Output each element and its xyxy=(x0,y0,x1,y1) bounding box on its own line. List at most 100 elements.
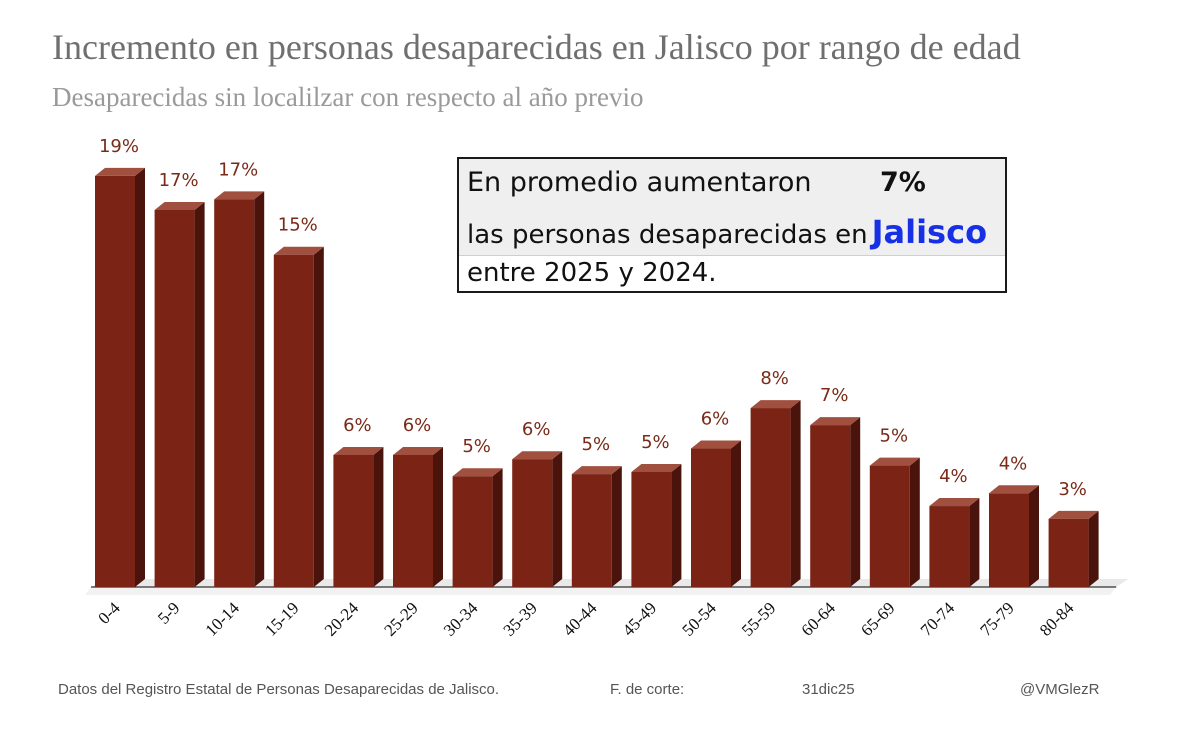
bar-0-4 xyxy=(95,175,135,587)
data-label-0-4: 19% xyxy=(99,136,139,157)
data-label-10-14: 17% xyxy=(218,159,258,180)
x-tick-5-9: 5-9 xyxy=(154,598,183,627)
summary-text-2: las personas desaparecidas en xyxy=(467,220,868,250)
footer-credit: @VMGlezR xyxy=(1020,681,1100,698)
data-label-45-49: 5% xyxy=(641,432,670,453)
bar-80-84 xyxy=(1048,518,1089,587)
x-tick-10-14: 10-14 xyxy=(202,598,244,640)
bar-side-80-84 xyxy=(1088,510,1099,587)
x-tick-50-54: 50-54 xyxy=(678,598,720,640)
bar-top-40-44 xyxy=(571,466,622,475)
bar-top-50-54 xyxy=(691,440,741,449)
bar-70-74 xyxy=(929,506,970,587)
bar-top-5-9 xyxy=(154,201,205,210)
x-tick-60-64: 60-64 xyxy=(798,598,840,640)
x-tick-80-84: 80-84 xyxy=(1036,598,1078,640)
bar-top-10-14 xyxy=(214,191,265,200)
bar-side-15-19 xyxy=(313,246,324,587)
chart-floor-front xyxy=(85,587,1117,595)
data-label-40-44: 5% xyxy=(582,434,611,455)
chart-subtitle: Desaparecidas sin localilzar con respect… xyxy=(52,82,644,112)
bar-side-75-79 xyxy=(1029,485,1039,587)
bar-top-55-59 xyxy=(750,400,801,409)
bar-side-20-24 xyxy=(373,446,384,587)
bar-top-20-24 xyxy=(333,446,384,455)
bar-side-50-54 xyxy=(731,440,741,587)
bar-side-30-34 xyxy=(492,468,503,587)
bar-side-65-69 xyxy=(909,457,920,587)
bar-side-70-74 xyxy=(969,498,980,587)
bar-side-60-64 xyxy=(850,417,861,587)
bar-top-60-64 xyxy=(810,417,861,426)
x-tick-40-44: 40-44 xyxy=(559,598,601,640)
x-tick-35-39: 35-39 xyxy=(500,598,541,639)
data-label-35-39: 6% xyxy=(522,419,551,440)
footer-cutoff-label: F. de corte: xyxy=(610,681,685,698)
x-tick-65-69: 65-69 xyxy=(857,598,898,639)
chart-title: Incremento en personas desaparecidas en … xyxy=(52,27,1021,67)
x-tick-25-29: 25-29 xyxy=(380,598,421,639)
data-label-55-59: 8% xyxy=(760,368,789,389)
x-tick-20-24: 20-24 xyxy=(321,598,363,640)
data-label-20-24: 6% xyxy=(343,415,372,436)
bar-65-69 xyxy=(869,465,910,587)
x-tick-15-19: 15-19 xyxy=(261,598,302,639)
data-label-30-34: 5% xyxy=(462,436,491,457)
bar-75-79 xyxy=(989,493,1029,587)
summary-line-1: En promedio aumentaron 7% xyxy=(467,167,926,198)
footer-source: Datos del Registro Estatal de Personas D… xyxy=(58,681,500,698)
x-tick-70-74: 70-74 xyxy=(917,598,959,640)
x-tick-0-4: 0-4 xyxy=(94,598,124,628)
summary-region-highlight: Jalisco xyxy=(871,213,988,251)
bar-top-30-34 xyxy=(452,468,503,477)
data-label-5-9: 17% xyxy=(159,170,199,191)
x-tick-45-49: 45-49 xyxy=(619,598,660,639)
data-label-75-79: 4% xyxy=(999,453,1028,474)
bar-40-44 xyxy=(571,474,612,587)
bar-side-35-39 xyxy=(552,451,563,587)
bar-60-64 xyxy=(810,425,851,587)
bar-10-14 xyxy=(214,199,255,587)
bar-side-0-4 xyxy=(135,167,145,587)
summary-line-3: entre 2025 y 2024. xyxy=(459,255,1005,291)
bar-20-24 xyxy=(333,454,374,587)
bar-top-45-49 xyxy=(631,463,682,472)
bar-top-75-79 xyxy=(989,485,1039,494)
bar-45-49 xyxy=(631,471,672,587)
bar-25-29 xyxy=(393,454,433,587)
summary-average-value: 7% xyxy=(880,167,926,198)
bar-top-35-39 xyxy=(512,451,563,460)
bar-top-65-69 xyxy=(869,457,920,466)
bar-35-39 xyxy=(512,459,553,587)
x-tick-30-34: 30-34 xyxy=(440,598,482,640)
bar-15-19 xyxy=(273,254,314,587)
bar-5-9 xyxy=(154,209,195,588)
data-label-25-29: 6% xyxy=(403,415,432,436)
bar-55-59 xyxy=(750,408,791,587)
bar-side-45-49 xyxy=(671,463,682,587)
bar-side-25-29 xyxy=(433,446,443,587)
bar-side-55-59 xyxy=(790,400,801,587)
summary-text-1: En promedio aumentaron xyxy=(467,167,812,198)
bar-30-34 xyxy=(452,476,493,587)
data-label-70-74: 4% xyxy=(939,466,968,487)
data-label-60-64: 7% xyxy=(820,385,849,406)
bar-top-70-74 xyxy=(929,498,980,507)
data-label-65-69: 5% xyxy=(880,426,909,447)
footer-cutoff-date: 31dic25 xyxy=(802,681,855,698)
bar-side-10-14 xyxy=(254,191,265,587)
bar-top-25-29 xyxy=(393,446,443,455)
bar-50-54 xyxy=(691,448,731,587)
data-label-50-54: 6% xyxy=(701,409,730,430)
bar-side-5-9 xyxy=(194,201,205,588)
bar-top-15-19 xyxy=(273,246,324,255)
data-label-80-84: 3% xyxy=(1058,479,1087,500)
summary-line-2: las personas desaparecidas en Jalisco xyxy=(467,213,987,251)
bar-side-40-44 xyxy=(611,466,622,587)
summary-box: En promedio aumentaron 7% las personas d… xyxy=(457,157,1007,293)
bar-top-80-84 xyxy=(1048,510,1099,519)
bar-top-0-4 xyxy=(95,167,145,176)
x-tick-75-79: 75-79 xyxy=(976,598,1017,639)
x-tick-55-59: 55-59 xyxy=(738,598,779,639)
